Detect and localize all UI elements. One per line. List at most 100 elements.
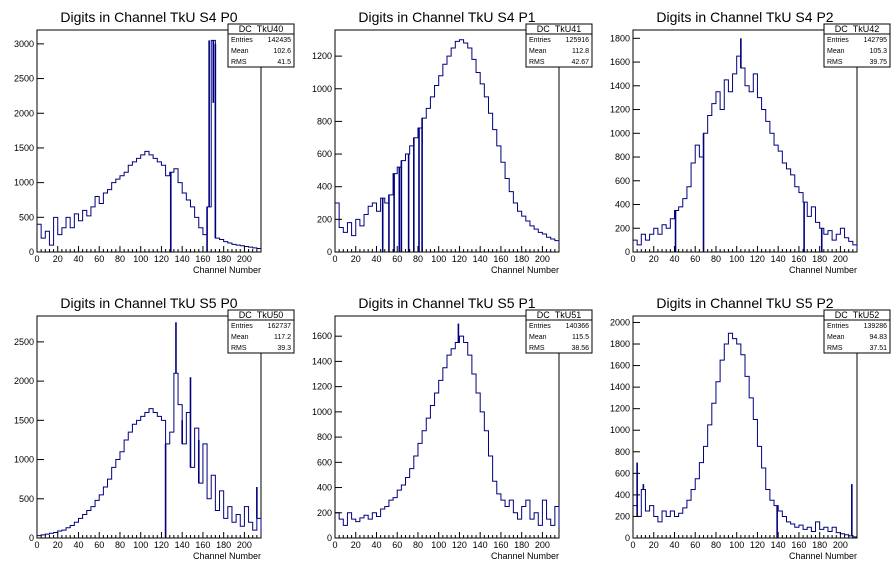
x-tick-label: 180 [812, 254, 827, 264]
x-tick-label: 140 [771, 254, 786, 264]
y-tick-label: 1400 [312, 356, 332, 366]
x-tick-label: 140 [771, 540, 786, 550]
y-tick-label: 1200 [312, 382, 332, 392]
x-tick-label: 80 [115, 540, 125, 550]
x-axis-label: Channel Number [491, 551, 559, 561]
y-tick-label: 800 [615, 152, 630, 162]
y-tick-label: 400 [615, 490, 630, 500]
x-tick-label: 200 [833, 254, 848, 264]
stats-name: DC_TkU51 [537, 310, 582, 320]
x-tick-label: 200 [535, 254, 550, 264]
stats-box: DC_TkU52 Entries 139286 Mean 94.83 RMS 37.51 [823, 309, 891, 354]
histogram-line [633, 332, 858, 538]
chart-title: Digits in Channel TkU S5 P0 [60, 295, 237, 311]
histogram-pad-s5-p0: Digits in Channel TkU S5 P0 0 20 40 60 80 100 1… [0, 286, 298, 572]
y-tick-label: 600 [317, 149, 332, 159]
stats-value: 39.3 [277, 345, 291, 352]
y-tick-label: 1500 [14, 415, 34, 425]
y-tick-label: 200 [317, 214, 332, 224]
x-tick-label: 80 [115, 254, 125, 264]
y-tick-label: 0 [29, 247, 34, 257]
x-tick-label: 120 [154, 254, 169, 264]
stats-label: Mean [529, 48, 547, 55]
stats-box: DC_TkU42 Entries 142795 Mean 105.3 RMS 39.75 [823, 23, 891, 68]
stats-value: 139286 [864, 323, 887, 330]
plot-frame [632, 29, 858, 253]
x-tick-label: 160 [493, 254, 508, 264]
y-tick-label: 1000 [14, 455, 34, 465]
x-tick-label: 0 [630, 540, 635, 550]
stats-box: DC_TkU40 Entries 142435 Mean 102.6 RMS 41.5 [227, 23, 295, 68]
stats-value: 115.5 [572, 334, 589, 341]
x-tick-label: 40 [371, 540, 381, 550]
x-tick-label: 20 [649, 540, 659, 550]
stats-label: Entries [529, 323, 551, 330]
x-tick-label: 160 [791, 540, 806, 550]
x-tick-label: 160 [791, 254, 806, 264]
x-tick-label: 180 [812, 540, 827, 550]
y-tick-label: 1800 [610, 339, 630, 349]
stats-box: DC_TkU50 Entries 162737 Mean 117.2 RMS 39.3 [227, 309, 295, 354]
x-tick-label: 120 [750, 540, 765, 550]
y-tick-label: 0 [327, 533, 332, 543]
y-tick-label: 1200 [610, 404, 630, 414]
y-tick-label: 1000 [610, 425, 630, 435]
x-tick-label: 60 [690, 540, 700, 550]
stats-value: 41.5 [277, 59, 291, 66]
x-tick-label: 200 [833, 540, 848, 550]
y-tick-label: 0 [29, 533, 34, 543]
x-axis-label: Channel Number [193, 265, 261, 275]
stats-label: RMS [529, 345, 545, 352]
x-tick-label: 100 [431, 540, 446, 550]
x-tick-label: 60 [392, 254, 402, 264]
stats-box: DC_TkU51 Entries 140366 Mean 115.5 RMS 38.56 [525, 309, 593, 354]
stats-value: 142795 [864, 37, 887, 44]
x-tick-label: 0 [332, 540, 337, 550]
x-tick-label: 20 [53, 254, 63, 264]
x-tick-label: 0 [34, 254, 39, 264]
y-tick-label: 600 [615, 468, 630, 478]
y-tick-label: 3000 [14, 39, 34, 49]
x-tick-label: 20 [649, 254, 659, 264]
y-tick-label: 1500 [14, 143, 34, 153]
x-tick-label: 140 [473, 540, 488, 550]
y-tick-label: 1400 [610, 382, 630, 392]
y-tick-label: 1600 [312, 331, 332, 341]
y-tick-label: 600 [317, 457, 332, 467]
histogram-svg: Digits in Channel TkU S5 P2 0 20 40 60 80 100 1… [610, 295, 891, 561]
stats-label: RMS [231, 345, 247, 352]
stats-value: 94.83 [869, 334, 887, 341]
stats-label: Mean [827, 334, 845, 341]
stats-label: Mean [529, 334, 547, 341]
x-tick-label: 140 [175, 540, 190, 550]
y-tick-label: 2000 [14, 376, 34, 386]
y-tick-label: 2500 [14, 337, 34, 347]
chart-title: Digits in Channel TkU S5 P2 [656, 295, 833, 311]
stats-label: Entries [231, 37, 253, 44]
stats-name: DC_TkU52 [835, 310, 880, 320]
x-tick-label: 20 [53, 540, 63, 550]
histogram-pad-s5-p1: Digits in Channel TkU S5 P1 0 20 40 60 80 100 1… [298, 286, 596, 572]
histogram-line [37, 39, 262, 250]
x-tick-label: 120 [154, 540, 169, 550]
chart-title: Digits in Channel TkU S4 P1 [358, 9, 535, 25]
stats-value: 142435 [268, 37, 291, 44]
y-tick-label: 1400 [610, 81, 630, 91]
x-tick-label: 100 [729, 540, 744, 550]
y-tick-label: 1600 [610, 57, 630, 67]
y-tick-label: 1800 [610, 33, 630, 43]
stats-value: 38.56 [571, 345, 589, 352]
x-tick-label: 200 [237, 540, 252, 550]
stats-label: RMS [827, 59, 843, 66]
y-tick-label: 1200 [312, 51, 332, 61]
stats-label: Entries [529, 37, 551, 44]
y-tick-label: 0 [327, 247, 332, 257]
x-tick-label: 80 [413, 540, 423, 550]
histogram-line [633, 55, 858, 249]
plot-frame [632, 315, 858, 539]
y-tick-label: 1600 [610, 361, 630, 371]
x-tick-label: 100 [133, 254, 148, 264]
y-tick-label: 800 [317, 432, 332, 442]
histogram-pad-s5-p2: Digits in Channel TkU S5 P2 0 20 40 60 80 100 1… [596, 286, 894, 572]
x-tick-label: 0 [34, 540, 39, 550]
